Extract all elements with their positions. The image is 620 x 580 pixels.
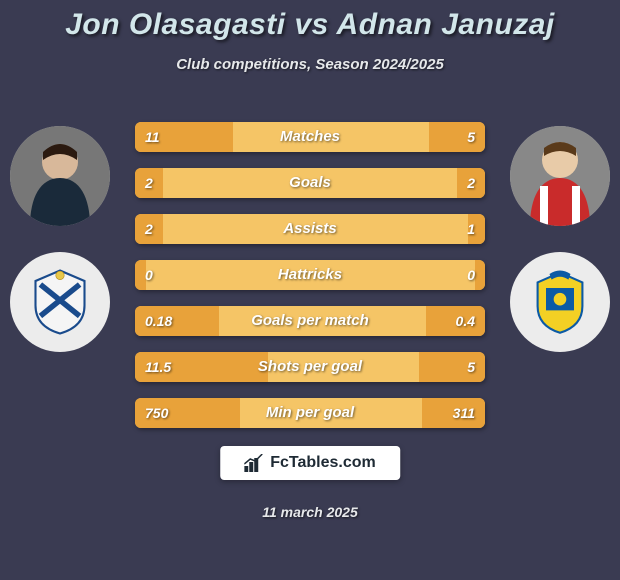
crest-icon bbox=[525, 267, 595, 337]
date: 11 march 2025 bbox=[0, 504, 620, 522]
stat-label: Shots per goal bbox=[135, 352, 485, 382]
stat-row: 2 Goals 2 bbox=[135, 168, 485, 198]
avatar-placeholder-icon bbox=[10, 126, 110, 226]
stat-row: 0 Hattricks 0 bbox=[135, 260, 485, 290]
stat-value-right: 311 bbox=[453, 398, 475, 428]
avatar-placeholder-icon bbox=[510, 126, 610, 226]
stat-row: 2 Assists 1 bbox=[135, 214, 485, 244]
date-text: 11 march 2025 bbox=[262, 504, 357, 520]
stat-value-right: 2 bbox=[467, 168, 475, 198]
page-title: Jon Olasagasti vs Adnan Januzaj bbox=[0, 0, 620, 42]
comparison-bars: 11 Matches 5 2 Goals 2 2 Assists 1 0 Hat… bbox=[135, 122, 485, 444]
stat-label: Min per goal bbox=[135, 398, 485, 428]
crest-icon bbox=[25, 267, 95, 337]
player-left-avatar bbox=[10, 126, 110, 226]
stat-label: Matches bbox=[135, 122, 485, 152]
brand-text: FcTables.com bbox=[270, 454, 376, 472]
stat-value-right: 0 bbox=[467, 260, 475, 290]
stat-row: 750 Min per goal 311 bbox=[135, 398, 485, 428]
stat-row: 11.5 Shots per goal 5 bbox=[135, 352, 485, 382]
stat-value-right: 0.4 bbox=[456, 306, 475, 336]
player-right-avatar bbox=[510, 126, 610, 226]
stat-label: Assists bbox=[135, 214, 485, 244]
subtitle-text: Club competitions, Season 2024/2025 bbox=[176, 56, 444, 73]
stat-row: 0.18 Goals per match 0.4 bbox=[135, 306, 485, 336]
club-left-crest bbox=[10, 252, 110, 352]
stat-label: Goals bbox=[135, 168, 485, 198]
stat-label: Hattricks bbox=[135, 260, 485, 290]
stat-value-right: 1 bbox=[467, 214, 475, 244]
subtitle: Club competitions, Season 2024/2025 bbox=[0, 56, 620, 74]
stat-value-right: 5 bbox=[467, 122, 475, 152]
club-right-crest bbox=[510, 252, 610, 352]
stat-label: Goals per match bbox=[135, 306, 485, 336]
title-text: Jon Olasagasti vs Adnan Januzaj bbox=[65, 8, 555, 41]
stat-value-right: 5 bbox=[467, 352, 475, 382]
brand-badge: FcTables.com bbox=[220, 446, 400, 480]
brand-logo-icon bbox=[244, 454, 264, 472]
stat-row: 11 Matches 5 bbox=[135, 122, 485, 152]
